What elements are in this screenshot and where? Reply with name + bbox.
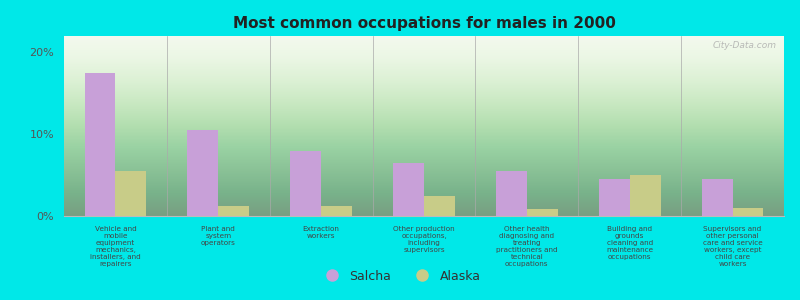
Bar [496, 171, 527, 216]
Bar [630, 175, 661, 216]
Bar [218, 206, 249, 216]
Text: City-Data.com: City-Data.com [713, 41, 777, 50]
Bar [733, 208, 763, 216]
Bar [599, 179, 630, 216]
Bar [702, 179, 733, 216]
Bar [187, 130, 218, 216]
Legend: Salcha, Alaska: Salcha, Alaska [314, 265, 486, 288]
Title: Most common occupations for males in 2000: Most common occupations for males in 200… [233, 16, 615, 31]
Bar [85, 73, 115, 216]
Bar [424, 196, 455, 216]
Bar [290, 151, 321, 216]
Bar [527, 209, 558, 216]
Bar [115, 171, 146, 216]
Bar [393, 163, 424, 216]
Bar [321, 206, 352, 216]
